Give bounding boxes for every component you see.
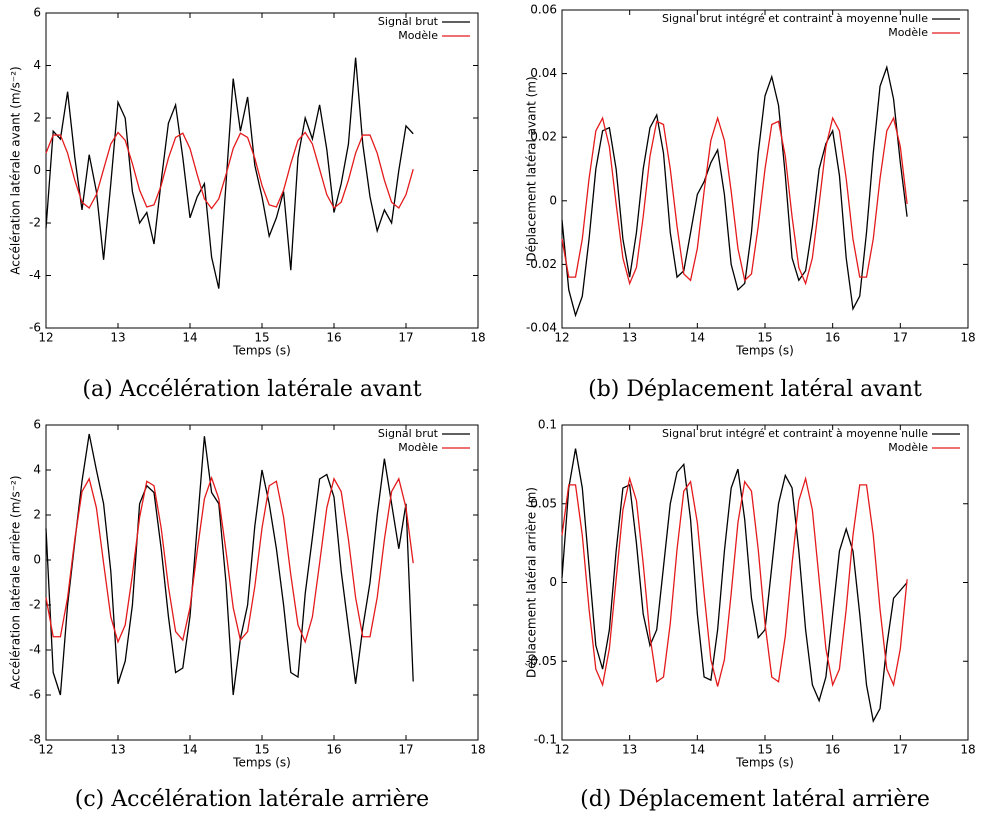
x-tick-label: 13 bbox=[110, 743, 125, 757]
legend-label: Signal brut bbox=[378, 15, 439, 28]
x-tick-label: 14 bbox=[690, 743, 705, 757]
x-axis-label: Temps (s) bbox=[232, 344, 291, 358]
y-tick-label: 2 bbox=[33, 508, 41, 522]
y-tick-label: 0.1 bbox=[538, 418, 557, 432]
x-tick-label: 14 bbox=[182, 331, 197, 345]
y-tick-label: -6 bbox=[29, 321, 41, 335]
x-tick-label: 12 bbox=[554, 743, 569, 757]
x-tick-label: 17 bbox=[893, 331, 908, 345]
y-tick-label: 0.05 bbox=[530, 496, 557, 510]
x-tick-label: 18 bbox=[470, 331, 485, 345]
y-tick-label: -0.02 bbox=[526, 257, 557, 271]
series-line bbox=[561, 115, 908, 286]
x-tick-label: 17 bbox=[398, 331, 413, 345]
x-tick-label: 15 bbox=[757, 743, 772, 757]
y-tick-label: 0 bbox=[33, 163, 41, 177]
series-line bbox=[561, 448, 908, 724]
y-tick-label: 0 bbox=[549, 575, 557, 589]
x-tick-label: 18 bbox=[960, 331, 975, 345]
x-tick-label: 18 bbox=[960, 743, 975, 757]
x-tick-label: 14 bbox=[182, 743, 197, 757]
legend-label: Modèle bbox=[398, 441, 438, 454]
y-axis-label: Déplacement latéral arrière (m) bbox=[525, 487, 539, 678]
y-axis-label: Accélération latérale arrière (m/s⁻²) bbox=[9, 475, 23, 689]
y-tick-label: 2 bbox=[33, 111, 41, 125]
x-axis-label: Temps (s) bbox=[232, 756, 291, 770]
legend-label: Signal brut intégré et contraint à moyen… bbox=[662, 427, 928, 440]
series-line bbox=[45, 131, 414, 210]
x-tick-label: 12 bbox=[38, 743, 53, 757]
y-tick-label: -2 bbox=[29, 216, 41, 230]
caption: (a) Accélération latérale avant bbox=[82, 377, 421, 402]
x-tick-label: 12 bbox=[554, 331, 569, 345]
x-tick-label: 18 bbox=[470, 743, 485, 757]
x-tick-label: 13 bbox=[110, 331, 125, 345]
series-line bbox=[45, 57, 414, 289]
x-tick-label: 15 bbox=[757, 331, 772, 345]
y-tick-label: 6 bbox=[33, 6, 41, 20]
x-tick-label: 16 bbox=[326, 743, 341, 757]
caption: (c) Accélération latérale arrière bbox=[75, 787, 429, 812]
y-tick-label: 0 bbox=[549, 193, 557, 207]
legend-label: Signal brut intégré et contraint à moyen… bbox=[662, 12, 928, 25]
y-tick-label: 0.04 bbox=[530, 66, 557, 80]
caption: (d) Déplacement latéral arrière bbox=[580, 787, 930, 812]
y-tick-label: 0.06 bbox=[530, 3, 557, 17]
x-axis-label: Temps (s) bbox=[735, 756, 794, 770]
x-tick-label: 13 bbox=[622, 743, 637, 757]
x-tick-label: 16 bbox=[825, 743, 840, 757]
x-tick-label: 17 bbox=[398, 743, 413, 757]
series-line bbox=[45, 475, 414, 644]
x-tick-label: 16 bbox=[825, 331, 840, 345]
x-tick-label: 14 bbox=[690, 331, 705, 345]
y-tick-label: -8 bbox=[29, 733, 41, 747]
y-tick-label: -4 bbox=[29, 268, 41, 282]
series-line bbox=[561, 64, 908, 318]
x-tick-label: 17 bbox=[893, 743, 908, 757]
y-tick-label: -2 bbox=[29, 598, 41, 612]
y-tick-label: 4 bbox=[33, 463, 41, 477]
x-tick-label: 16 bbox=[326, 331, 341, 345]
y-tick-label: -0.04 bbox=[526, 321, 557, 335]
caption: (b) Déplacement latéral avant bbox=[588, 377, 922, 402]
y-tick-label: 4 bbox=[33, 58, 41, 72]
y-tick-label: 6 bbox=[33, 418, 41, 432]
legend-label: Modèle bbox=[888, 441, 928, 454]
x-tick-label: 15 bbox=[254, 743, 269, 757]
y-tick-label: -0.05 bbox=[526, 654, 557, 668]
y-tick-label: -6 bbox=[29, 688, 41, 702]
legend-label: Modèle bbox=[888, 26, 928, 39]
x-tick-label: 13 bbox=[622, 331, 637, 345]
legend-label: Signal brut bbox=[378, 427, 439, 440]
x-tick-label: 15 bbox=[254, 331, 269, 345]
x-axis-label: Temps (s) bbox=[735, 344, 794, 358]
y-axis-label: Accélération latérale avant (m/s⁻²) bbox=[9, 66, 23, 274]
series-line bbox=[561, 475, 908, 688]
y-tick-label: 0 bbox=[33, 553, 41, 567]
y-tick-label: -0.1 bbox=[534, 733, 557, 747]
series-line bbox=[45, 433, 414, 696]
y-tick-label: 0.02 bbox=[530, 130, 557, 144]
y-axis-label: Déplacement latéral avant (m) bbox=[525, 76, 539, 261]
legend-label: Modèle bbox=[398, 29, 438, 42]
y-tick-label: -4 bbox=[29, 643, 41, 657]
x-tick-label: 12 bbox=[38, 331, 53, 345]
